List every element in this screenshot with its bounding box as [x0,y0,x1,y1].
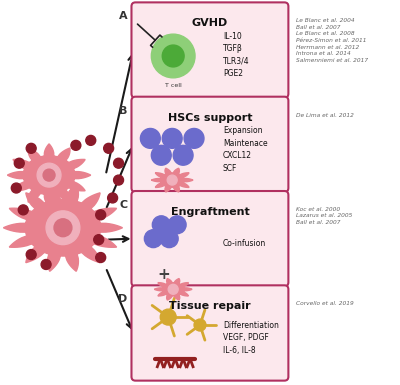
Polygon shape [3,184,122,271]
Circle shape [54,219,72,237]
Text: IL-10
TGFβ
TLR3/4
PGE2: IL-10 TGFβ TLR3/4 PGE2 [223,32,250,78]
Circle shape [86,136,96,146]
Circle shape [173,146,193,165]
FancyBboxPatch shape [132,191,288,286]
Circle shape [162,129,182,148]
FancyBboxPatch shape [132,285,288,381]
Circle shape [151,34,195,78]
Text: Corvello et al. 2019: Corvello et al. 2019 [296,301,354,306]
Polygon shape [151,168,193,192]
Circle shape [144,230,162,248]
Circle shape [41,259,51,270]
Text: B: B [119,105,128,116]
Text: Expansion
Maintenace
CXCL12
SCF: Expansion Maintenace CXCL12 SCF [223,126,268,172]
Circle shape [162,45,184,67]
Text: C: C [119,200,128,210]
Text: +: + [157,267,170,282]
Polygon shape [154,278,192,300]
Circle shape [71,141,81,150]
Text: De Lima et al. 2012: De Lima et al. 2012 [296,112,354,117]
Text: A: A [119,11,128,21]
Circle shape [194,319,206,331]
Text: GVHD: GVHD [192,18,228,28]
Circle shape [168,285,178,294]
Circle shape [37,163,61,187]
Polygon shape [7,144,91,206]
Text: Tissue repair: Tissue repair [169,301,251,311]
Circle shape [114,175,124,185]
Circle shape [26,143,36,153]
Text: D: D [118,294,128,304]
Circle shape [104,143,114,153]
Circle shape [14,158,24,168]
Circle shape [43,169,55,181]
FancyBboxPatch shape [132,2,288,98]
Circle shape [160,230,178,248]
Text: Differentiation
VEGF, PDGF
IL-6, IL-8: Differentiation VEGF, PDGF IL-6, IL-8 [223,321,279,355]
Circle shape [140,129,160,148]
Text: Koc et al. 2000
Lazarus et al. 2005
Ball et al. 2007: Koc et al. 2000 Lazarus et al. 2005 Ball… [296,207,353,225]
Circle shape [114,158,124,168]
Circle shape [96,210,106,220]
Circle shape [46,211,80,244]
Circle shape [184,129,204,148]
Text: Co-infusion: Co-infusion [223,239,266,248]
Circle shape [151,146,171,165]
Circle shape [152,216,170,234]
FancyBboxPatch shape [132,97,288,192]
Circle shape [96,253,106,263]
Circle shape [167,175,177,185]
Text: Le Blanc et al. 2004
Ball et al. 2007
Le Blanc et al. 2008
Pérez-Simon et al. 20: Le Blanc et al. 2004 Ball et al. 2007 Le… [296,18,368,63]
Text: T cell: T cell [165,83,182,88]
Circle shape [108,193,118,203]
Circle shape [26,249,36,259]
Circle shape [168,216,186,234]
Text: HSCs support: HSCs support [168,112,252,122]
Circle shape [160,309,176,325]
Text: Engraftment: Engraftment [170,207,249,217]
Circle shape [18,205,28,215]
Circle shape [94,235,104,244]
Circle shape [11,183,21,193]
